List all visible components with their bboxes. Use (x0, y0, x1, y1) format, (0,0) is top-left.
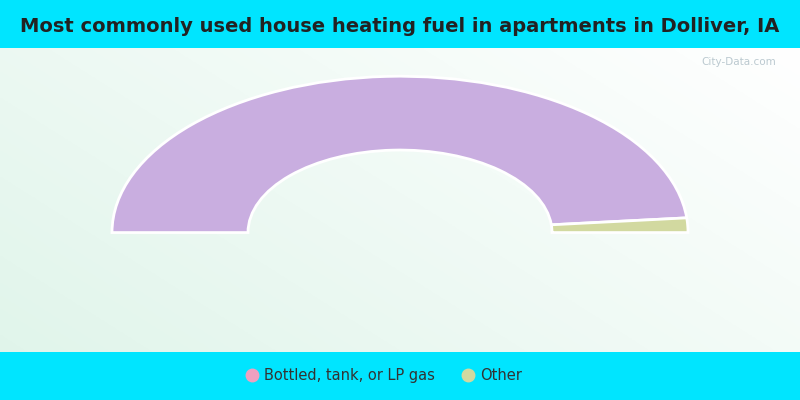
Text: Other: Other (480, 368, 522, 382)
Text: City-Data.com: City-Data.com (702, 57, 776, 67)
Wedge shape (112, 76, 686, 232)
Wedge shape (551, 218, 688, 232)
Text: Bottled, tank, or LP gas: Bottled, tank, or LP gas (264, 368, 435, 382)
Text: Most commonly used house heating fuel in apartments in Dolliver, IA: Most commonly used house heating fuel in… (20, 17, 780, 36)
